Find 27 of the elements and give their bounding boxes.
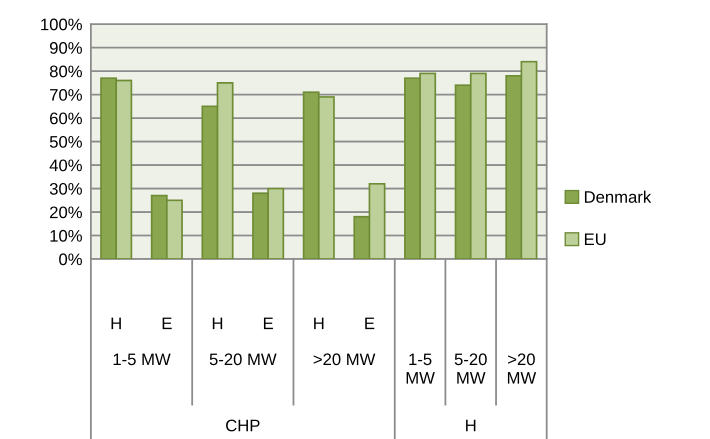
y-tick-label: 100% (41, 18, 82, 30)
text: CHP (226, 420, 260, 432)
text: 5-20 MW (454, 353, 487, 384)
y-tick-label: 0% (59, 253, 82, 266)
text: >20 MW (508, 353, 536, 384)
text: H (466, 420, 476, 432)
x-tick-label: H (112, 318, 121, 330)
x-tick-label: E (162, 318, 172, 330)
legend-label: Denmark (584, 190, 652, 203)
x-tick-label: E (264, 318, 273, 330)
y-tick-label: 80% (50, 66, 82, 78)
legend-label: EU (584, 234, 606, 246)
x-tick-label: H (314, 318, 324, 330)
y-tick-label: 50% (50, 136, 82, 148)
text: 1-5 MW (406, 354, 435, 384)
text: >20 MW (314, 353, 376, 366)
y-tick-label: 40% (50, 159, 82, 172)
y-tick-label: 20% (50, 206, 82, 218)
text: 1-5 MW (114, 354, 171, 366)
y-tick-label: 70% (50, 89, 82, 101)
y-tick-label: 90% (50, 42, 82, 54)
y-tick-label: 60% (50, 112, 82, 124)
y-tick-label: 10% (50, 230, 82, 242)
x-tick-label: E (365, 318, 374, 330)
text: 5-20 MW (210, 353, 277, 366)
x-tick-label: H (212, 318, 222, 330)
y-tick-label: 30% (50, 182, 82, 195)
